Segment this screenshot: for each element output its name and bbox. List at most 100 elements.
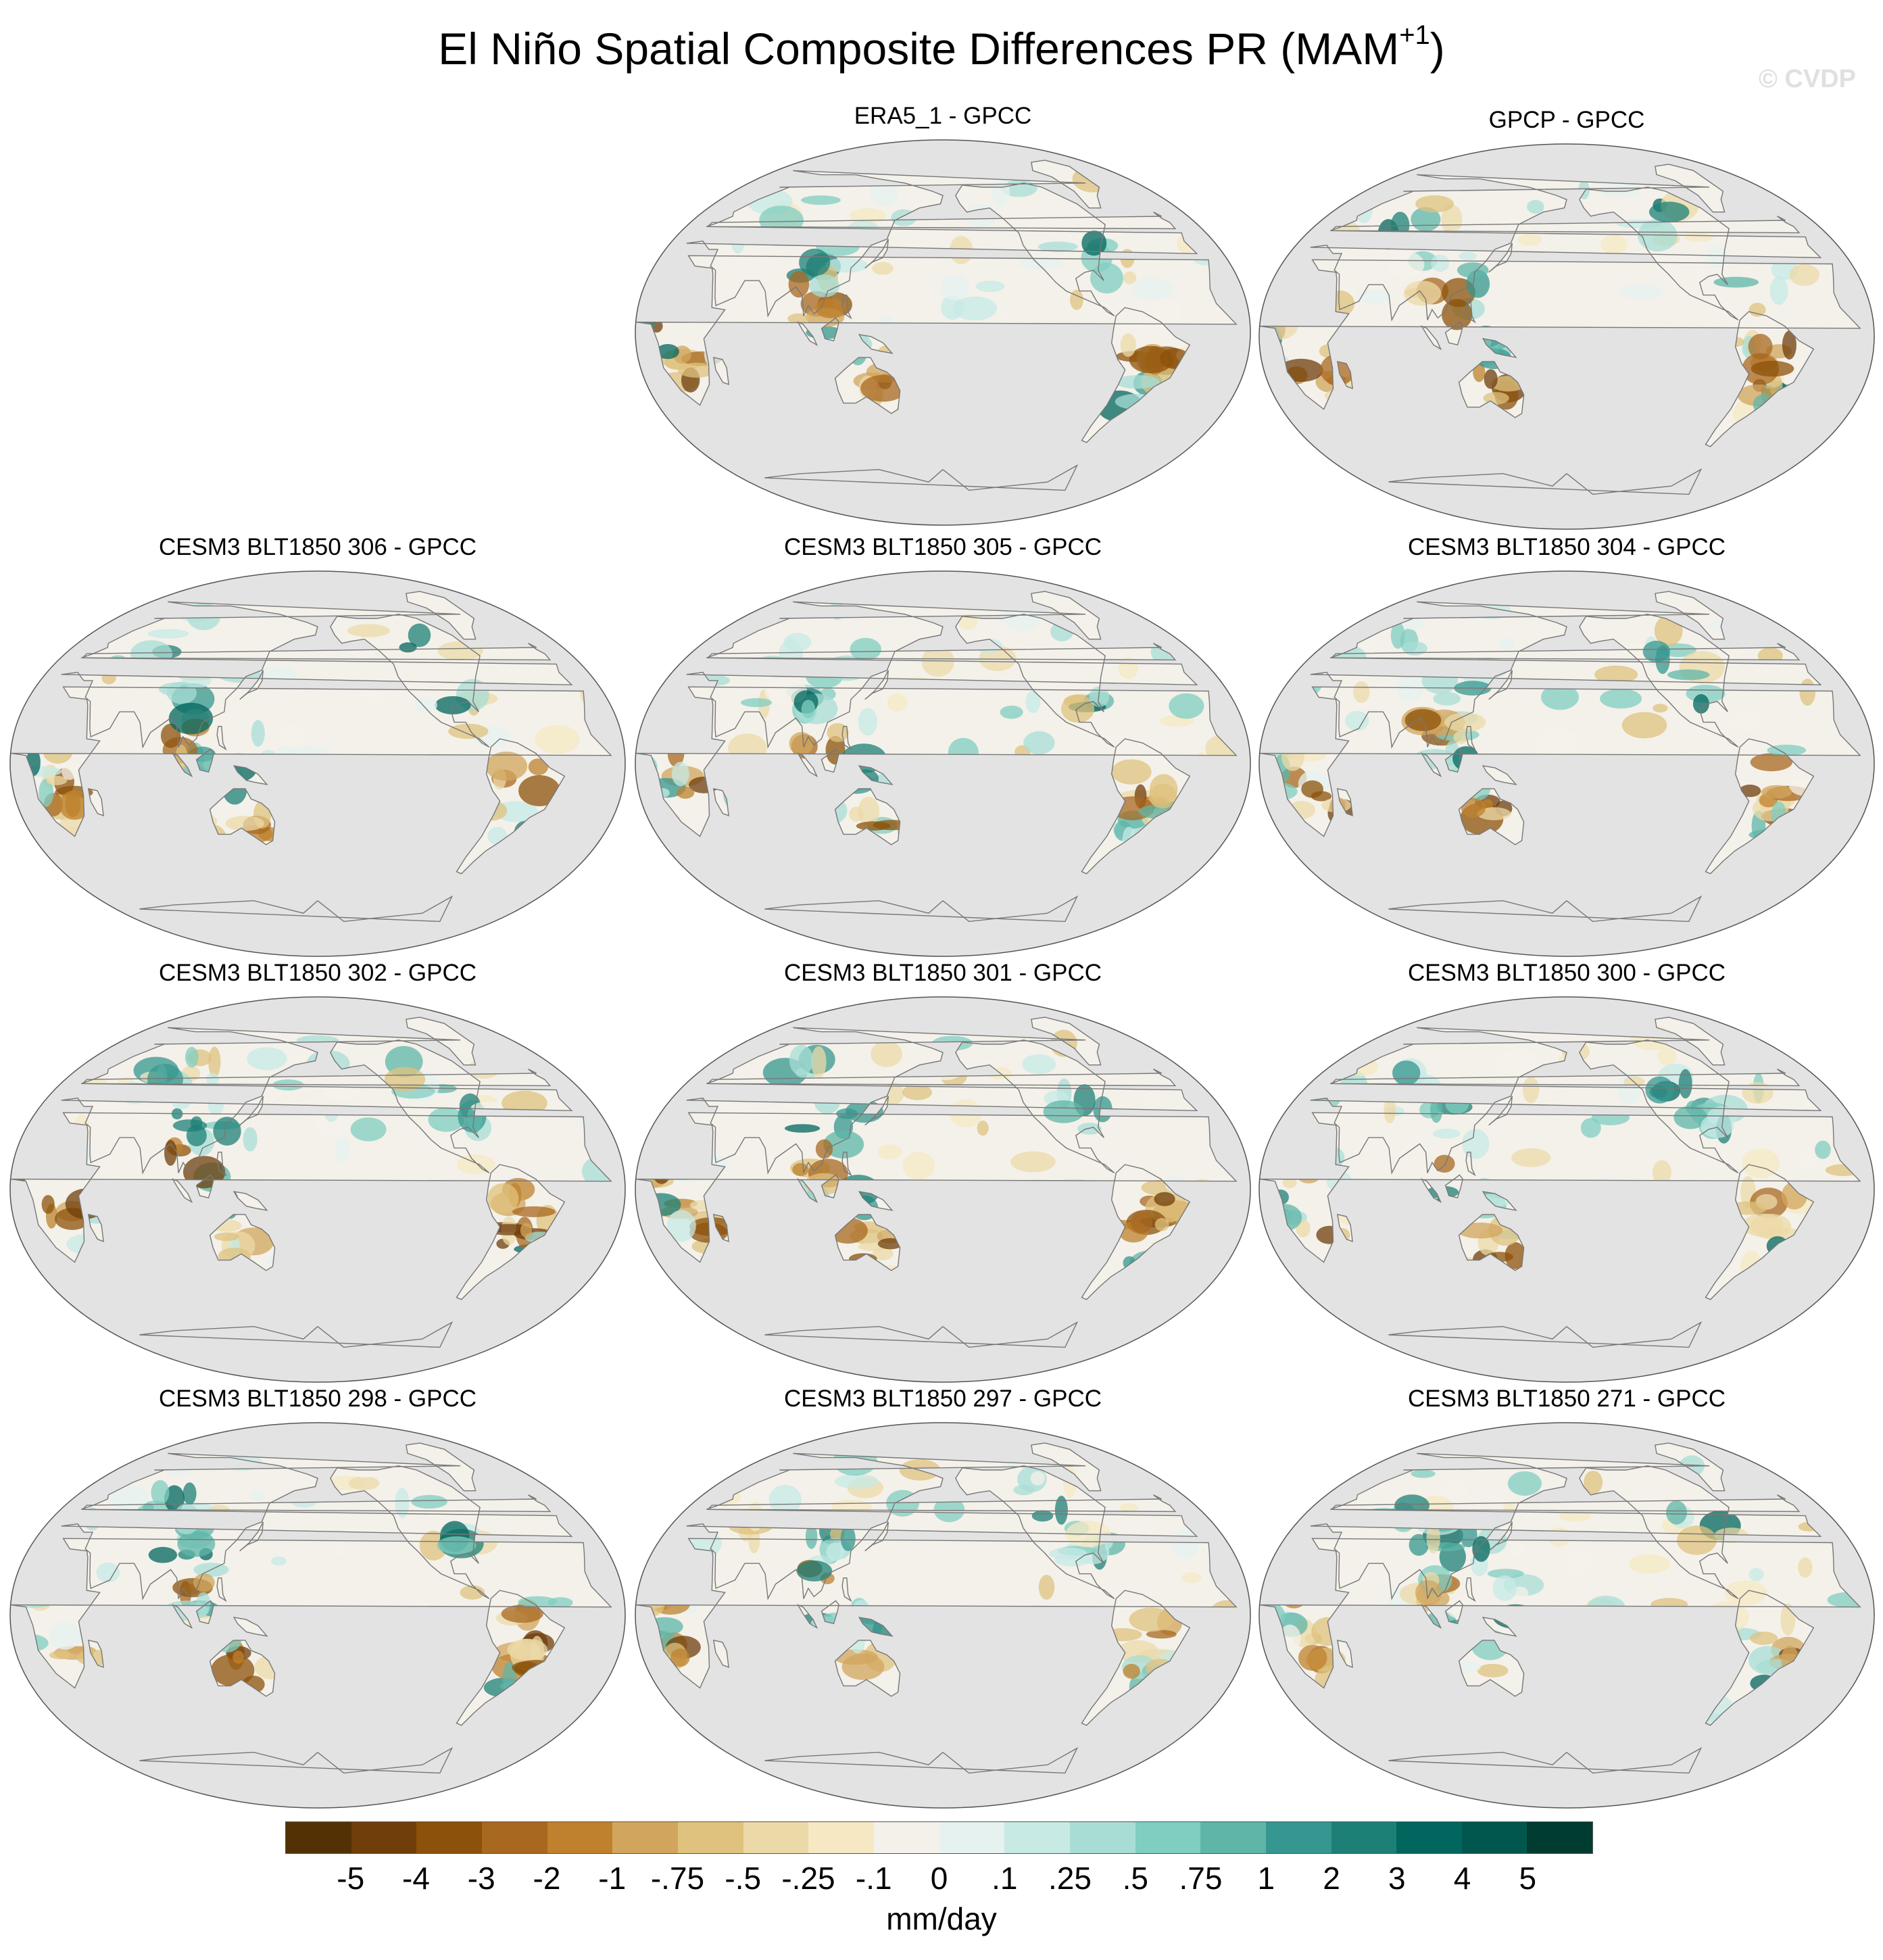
coastline bbox=[712, 1639, 729, 1668]
colorbar-swatch bbox=[743, 1822, 809, 1853]
coastline bbox=[171, 1178, 193, 1204]
colorbar-tick-label: 0 bbox=[930, 1861, 948, 1896]
coastline bbox=[81, 643, 552, 661]
coastline bbox=[821, 317, 839, 342]
global-map bbox=[9, 996, 626, 1383]
antarctica-coastline bbox=[1388, 1321, 1703, 1348]
panel-title: CESM3 BLT1850 302 - GPCC bbox=[158, 960, 477, 986]
coastline bbox=[1444, 748, 1463, 773]
land-newguinea bbox=[1483, 1617, 1516, 1636]
map-border bbox=[635, 996, 1251, 1383]
coastline bbox=[1081, 738, 1191, 875]
colorbar-swatch bbox=[1461, 1822, 1527, 1853]
coastline bbox=[706, 1494, 1177, 1513]
coastline bbox=[1444, 1174, 1463, 1199]
coastline bbox=[406, 1442, 476, 1492]
colorbar-swatch bbox=[612, 1822, 678, 1853]
coastline bbox=[1330, 216, 1801, 234]
coastline bbox=[841, 1577, 852, 1602]
coastline bbox=[1482, 765, 1517, 785]
colorbar-tick-label: -.1 bbox=[855, 1861, 892, 1896]
land-madagascar bbox=[1337, 1640, 1353, 1667]
coastline bbox=[864, 1521, 889, 1552]
map-border bbox=[9, 1422, 626, 1809]
colorbar-swatch bbox=[1004, 1822, 1070, 1853]
coastline bbox=[1488, 670, 1513, 700]
colorbar-tick-label: 1 bbox=[1257, 1861, 1275, 1896]
global-map bbox=[9, 1422, 626, 1809]
land-greenland bbox=[1655, 1017, 1725, 1065]
coastline bbox=[1081, 1590, 1191, 1726]
antarctica-coastline bbox=[764, 895, 1079, 923]
antarctica-coastline bbox=[139, 1321, 454, 1348]
coastline bbox=[1482, 1617, 1517, 1637]
colorbar-swatch bbox=[547, 1822, 613, 1853]
coastline bbox=[712, 356, 729, 385]
coastline bbox=[11, 1538, 612, 1689]
coastline bbox=[821, 748, 839, 773]
global-map bbox=[635, 1422, 1251, 1809]
coastline bbox=[171, 1604, 193, 1630]
colorbar-labels: -5 -4 -3 -2 -1 -.75 -.5 -.25 -.1 0 .1 .25 .5 .75 1 2 3 4 5 bbox=[285, 1860, 1593, 1898]
coastline bbox=[81, 1069, 552, 1087]
coastline bbox=[239, 670, 264, 700]
map-panel: GPCP - GPCC bbox=[1256, 107, 1878, 530]
coastline bbox=[1655, 1442, 1726, 1492]
coastline bbox=[858, 334, 894, 354]
land-namerica bbox=[1579, 187, 1738, 320]
coastline bbox=[1488, 243, 1513, 273]
map-border bbox=[1258, 1422, 1875, 1809]
coastline bbox=[1420, 1178, 1442, 1204]
colorbar-tick-label: -.75 bbox=[650, 1861, 705, 1896]
colorbar-tick-label: .1 bbox=[992, 1861, 1018, 1896]
coastline bbox=[61, 1027, 573, 1175]
land-japan bbox=[864, 670, 889, 700]
coastline bbox=[796, 752, 818, 778]
land-greenland bbox=[406, 1017, 476, 1065]
global-map bbox=[1258, 1422, 1875, 1809]
coastline bbox=[1031, 160, 1102, 209]
coastline bbox=[1310, 1027, 1822, 1175]
precip-anomaly-field bbox=[636, 165, 1222, 443]
antarctica-coastline bbox=[1388, 895, 1703, 923]
coastline bbox=[864, 239, 889, 269]
coastline bbox=[1310, 601, 1822, 749]
coastline bbox=[712, 1213, 729, 1242]
coastline bbox=[636, 255, 1238, 406]
panel-title: CESM3 BLT1850 305 - GPCC bbox=[783, 534, 1102, 560]
antarctica-coastline bbox=[764, 1746, 1079, 1774]
colorbar-tick-label: 3 bbox=[1388, 1861, 1406, 1896]
figure-title-suffix: ) bbox=[1429, 24, 1445, 74]
coastline bbox=[1705, 1164, 1815, 1300]
coastline bbox=[87, 1639, 104, 1668]
coastline bbox=[1482, 1191, 1517, 1211]
coastline bbox=[1330, 1494, 1801, 1513]
coastline bbox=[834, 1214, 901, 1271]
coastline bbox=[841, 295, 852, 320]
land-newguinea bbox=[1483, 766, 1516, 785]
coastline bbox=[796, 1604, 818, 1630]
panel-title: CESM3 BLT1850 306 - GPCC bbox=[158, 534, 477, 560]
coastline bbox=[706, 212, 1177, 230]
coastline bbox=[1260, 686, 1861, 837]
coastline bbox=[834, 1640, 901, 1697]
land-japan bbox=[864, 1096, 889, 1125]
map-panel: CESM3 BLT1850 302 - GPCC bbox=[7, 960, 629, 1383]
colorbar-swatch bbox=[1135, 1822, 1201, 1853]
land-namerica bbox=[1579, 1465, 1738, 1599]
coastline bbox=[1465, 1152, 1476, 1177]
map-border bbox=[635, 570, 1251, 957]
panel-title: CESM3 BLT1850 297 - GPCC bbox=[783, 1386, 1102, 1412]
global-map bbox=[635, 996, 1251, 1383]
coastline bbox=[456, 1164, 566, 1300]
coastline bbox=[636, 1112, 1238, 1263]
coastline bbox=[834, 357, 901, 414]
land-japan bbox=[239, 1521, 264, 1551]
colorbar-swatch bbox=[808, 1822, 874, 1853]
map-panel: CESM3 BLT1850 300 - GPCC bbox=[1256, 960, 1878, 1383]
map-panel: CESM3 BLT1850 304 - GPCC bbox=[1256, 534, 1878, 957]
coastline bbox=[1420, 325, 1442, 351]
antarctica-coastline bbox=[139, 895, 454, 923]
colorbar-tick-label: .75 bbox=[1179, 1861, 1223, 1896]
coastline bbox=[1458, 788, 1525, 846]
